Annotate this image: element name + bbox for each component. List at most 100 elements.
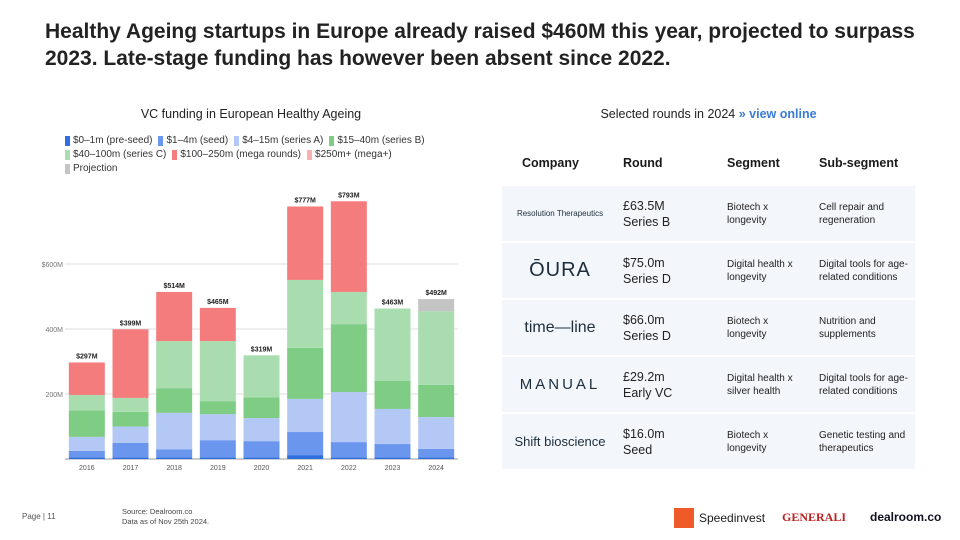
table-row: Shift bioscience $16.0m Seed Biotech x long… [502, 414, 915, 469]
total-label: $297M [76, 353, 98, 360]
company-logo: Shift bioscience [514, 434, 606, 449]
legend-item: $4–15m (series A) [234, 135, 323, 146]
x-tick-label: 2021 [297, 465, 313, 472]
total-label: $514M [163, 283, 185, 290]
bar-segment [68, 457, 105, 459]
legend-label: $100–250m (mega rounds) [180, 149, 302, 160]
round-amount: £63.5M [623, 198, 665, 213]
legend-label: $250m+ (mega+) [315, 149, 392, 160]
date-text: Data as of Nov 25th 2024. [122, 517, 210, 526]
bar-segment [374, 457, 411, 459]
legend-item: $15–40m (series B) [329, 135, 425, 146]
bar-segment [330, 392, 367, 443]
legend-label: $15–40m (series B) [337, 135, 425, 146]
segment-text: Biotech x longevity [727, 429, 769, 454]
subsegment-cell: Cell repair and regeneration [819, 186, 911, 241]
column-header: Company [522, 156, 579, 170]
subsegment-text: Cell repair and regeneration [819, 201, 885, 226]
segment-cell: Digital health x longevity [727, 243, 797, 298]
bar-segment [156, 412, 193, 450]
subsegment-cell: Digital tools for age-related conditions [819, 357, 911, 412]
bar-segment [112, 397, 149, 412]
x-tick-label: 2019 [210, 465, 226, 472]
bar-segment [374, 444, 411, 458]
legend-item: $100–250m (mega rounds) [172, 149, 301, 160]
round-amount: $75.0m [623, 255, 665, 270]
y-tick-label: 200M [45, 392, 63, 399]
x-tick-label: 2018 [166, 465, 182, 472]
bar-segment [243, 457, 280, 459]
bar-segment [418, 417, 455, 449]
source: Source: Dealroom.co Data as of Nov 25th 2… [122, 507, 209, 527]
round-stage: Series B [623, 214, 671, 229]
bar-segment [112, 329, 149, 398]
subsegment-cell: Nutrition and supplements [819, 300, 911, 355]
x-tick-label: 2016 [79, 465, 95, 472]
bar-segment [330, 442, 367, 458]
round-stage: Series D [623, 328, 671, 343]
segment-cell: Biotech x longevity [727, 186, 797, 241]
bar-segment [68, 436, 105, 451]
table-row: time—line $66.0m Series D Biotech x longevi… [502, 300, 915, 355]
legend-swatch [65, 135, 70, 146]
bar-segment [287, 455, 324, 459]
segment-text: Biotech x longevity [727, 201, 769, 226]
subsegment-cell: Digital tools for age-related conditions [819, 243, 911, 298]
legend-item: $1–4m (seed) [158, 135, 228, 146]
bar-segment [156, 291, 193, 342]
bar-segment [112, 457, 149, 459]
x-tick-label: 2020 [254, 465, 270, 472]
round-amount: $16.0m [623, 426, 665, 441]
bar-segment [68, 450, 105, 458]
legend-label: $4–15m (series A) [242, 135, 324, 146]
table-row: MANUAL £29.2m Early VC Digital health x sil… [502, 357, 915, 412]
bar-segment [418, 384, 455, 418]
company-logo: ŌURA [529, 259, 591, 281]
bar-segment [156, 449, 193, 458]
rounds-title: Selected rounds in 2024 » view online [502, 107, 915, 121]
subsegment-cell: Genetic testing and therapeutics [819, 414, 911, 469]
company-logo: Resolution Therapeutics [516, 209, 604, 218]
round-stage: Series D [623, 271, 671, 286]
subsegment-text: Nutrition and supplements [819, 315, 876, 340]
segment-cell: Digital health x silver health [727, 357, 797, 412]
legend-swatch [234, 135, 240, 146]
round-stage: Early VC [623, 385, 673, 400]
round-amount: £29.2m [623, 369, 665, 384]
round-cell: $75.0m Series D [623, 243, 671, 298]
logo-text: Speedinvest [699, 511, 766, 525]
company-logo: MANUAL [519, 376, 601, 393]
legend-swatch [307, 149, 313, 160]
legend-label: $1–4m (seed) [166, 135, 229, 146]
round-cell: $66.0m Series D [623, 300, 671, 355]
total-label: $777M [294, 197, 316, 204]
speedinvest-logo: Speedinvest [674, 508, 765, 528]
bar-segment [156, 457, 193, 459]
column-header: Round [623, 156, 663, 170]
bar-segment [199, 414, 236, 441]
bar-segment [112, 426, 149, 443]
bar-segment [156, 388, 193, 413]
legend-swatch [329, 135, 335, 146]
legend: $0–1m (pre-seed) $1–4m (seed) $4–15m (seri… [65, 135, 450, 174]
legend-item: $250m+ (mega+) [307, 149, 392, 160]
legend-swatch [65, 149, 70, 160]
bar-segment [374, 308, 411, 381]
view-online-link[interactable]: » view online [738, 107, 817, 121]
total-label: $463M [382, 300, 404, 307]
total-label: $319M [251, 346, 273, 353]
column-header: Segment [727, 156, 780, 170]
bar-segment [418, 299, 455, 312]
bar-segment [418, 311, 455, 385]
bar-segment [68, 410, 105, 437]
generali-logo: GENERALI [782, 510, 847, 524]
legend-swatch [158, 135, 164, 146]
y-tick-label: 400M [45, 327, 63, 334]
subsegment-text: Digital tools for age-related conditions [819, 372, 908, 397]
bar-segment [330, 201, 367, 292]
segment-cell: Biotech x longevity [727, 414, 797, 469]
bar-segment [330, 457, 367, 459]
round-cell: £29.2m Early VC [623, 357, 672, 412]
bar-segment [68, 394, 105, 411]
